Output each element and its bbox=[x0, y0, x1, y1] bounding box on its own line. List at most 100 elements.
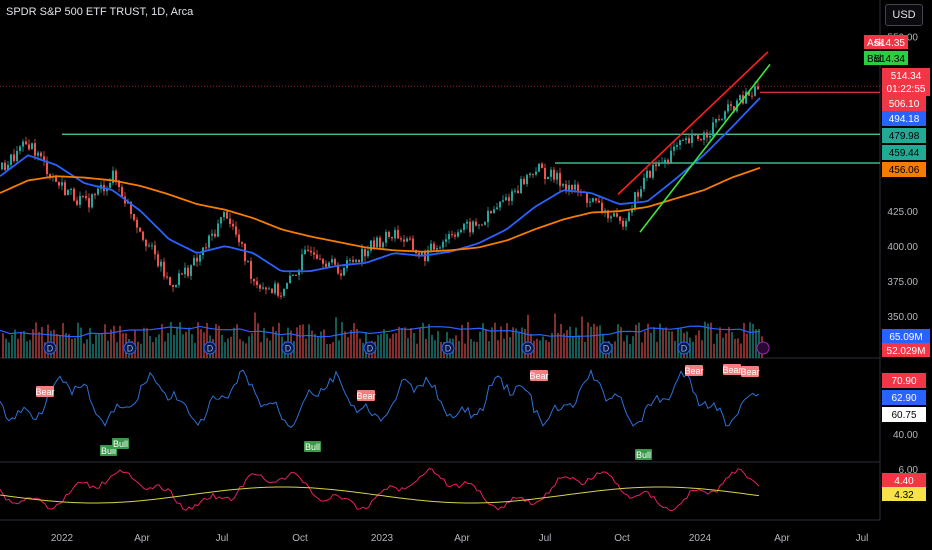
candle-body bbox=[295, 274, 297, 276]
candle-body bbox=[508, 197, 510, 201]
candle-body bbox=[283, 288, 285, 296]
candle-body bbox=[355, 259, 357, 262]
volume-bar bbox=[146, 328, 148, 358]
volume-bar bbox=[425, 338, 427, 358]
volume-bar bbox=[302, 324, 304, 358]
volume-bar bbox=[38, 331, 40, 358]
dividend-icon[interactable] bbox=[123, 341, 137, 355]
bear-signal[interactable] bbox=[36, 386, 54, 397]
volume-bar bbox=[632, 336, 634, 358]
volume-bar bbox=[338, 340, 340, 358]
volume-bar bbox=[740, 343, 742, 358]
volume-bar bbox=[263, 328, 265, 358]
volume-bar bbox=[191, 334, 193, 358]
bear-signal[interactable] bbox=[685, 365, 703, 376]
candle-body bbox=[730, 104, 732, 107]
volume-bar bbox=[482, 323, 484, 358]
candle-body bbox=[178, 273, 180, 285]
candle-body bbox=[475, 221, 477, 226]
candle-body bbox=[424, 251, 426, 262]
dividend-icon[interactable] bbox=[203, 341, 217, 355]
dividend-icon[interactable] bbox=[521, 341, 535, 355]
price-badge bbox=[882, 162, 926, 177]
rsi-badge-label: 60.75 bbox=[891, 410, 916, 421]
volume-bar bbox=[71, 338, 73, 358]
volume-bar bbox=[485, 329, 487, 358]
dividend-icon[interactable] bbox=[441, 341, 455, 355]
bull-signal[interactable] bbox=[112, 438, 129, 449]
candle-body bbox=[367, 250, 369, 257]
volume-bar bbox=[473, 341, 475, 358]
candle-body bbox=[445, 239, 447, 242]
volume-bar bbox=[149, 336, 151, 358]
candle-body bbox=[466, 221, 468, 224]
candle-body bbox=[358, 259, 360, 263]
earnings-icon[interactable] bbox=[756, 341, 770, 355]
candle-body bbox=[499, 201, 501, 208]
bear-signal-label: Bear bbox=[356, 391, 375, 401]
candle-body bbox=[1, 162, 3, 170]
osc-tick-label: 6.00 bbox=[899, 465, 919, 476]
candle-body bbox=[418, 252, 420, 256]
symbol-title[interactable]: SPDR S&P 500 ETF TRUST, 1D, Arca bbox=[6, 6, 194, 18]
volume-bar bbox=[587, 322, 589, 358]
time-tick-label: Oct bbox=[292, 533, 308, 544]
candle-body bbox=[685, 138, 687, 141]
bull-signal[interactable] bbox=[635, 449, 652, 460]
volume-bar bbox=[80, 327, 82, 358]
candle-body bbox=[40, 152, 42, 157]
volume-bar bbox=[254, 312, 256, 358]
volume-bar bbox=[641, 342, 643, 358]
candle-body bbox=[613, 213, 615, 217]
candle-body bbox=[430, 243, 432, 251]
volume-bar bbox=[119, 325, 121, 358]
volume-bar bbox=[383, 329, 385, 358]
volume-bar bbox=[179, 322, 181, 358]
volume-bar bbox=[305, 338, 307, 358]
bear-signal[interactable] bbox=[741, 366, 759, 377]
candle-body bbox=[352, 259, 354, 262]
volume-bar bbox=[275, 331, 277, 358]
volume-bar bbox=[56, 334, 58, 358]
volume-bar bbox=[347, 337, 349, 358]
bear-signal[interactable] bbox=[723, 364, 741, 375]
candle-body bbox=[121, 186, 123, 197]
volume-bar bbox=[692, 341, 694, 358]
volume-bar bbox=[629, 343, 631, 358]
candle-body bbox=[265, 287, 267, 290]
bear-signal[interactable] bbox=[357, 390, 375, 401]
candle-body bbox=[292, 274, 294, 276]
dividend-icon[interactable] bbox=[281, 341, 295, 355]
volume-bar bbox=[542, 336, 544, 358]
ma-slow-line bbox=[0, 166, 761, 253]
candle-body bbox=[526, 175, 528, 185]
candle-body bbox=[94, 194, 96, 196]
candle-body bbox=[436, 248, 438, 250]
volume-bar bbox=[422, 322, 424, 358]
dividend-icon[interactable] bbox=[43, 341, 57, 355]
dividend-icon[interactable] bbox=[599, 341, 613, 355]
candle-body bbox=[331, 259, 333, 263]
candle-body bbox=[22, 141, 24, 147]
candle-body bbox=[559, 172, 561, 186]
candle-body bbox=[274, 283, 276, 294]
dividend-icon[interactable] bbox=[363, 341, 377, 355]
dividend-icon-label: D bbox=[445, 344, 452, 354]
bull-signal[interactable] bbox=[304, 441, 321, 452]
currency-button[interactable]: USD bbox=[885, 4, 923, 26]
volume-bar bbox=[461, 324, 463, 358]
volume-bar bbox=[83, 343, 85, 358]
bear-signal[interactable] bbox=[530, 370, 548, 381]
volume-bar bbox=[68, 334, 70, 358]
candle-body bbox=[391, 236, 393, 239]
dividend-icon[interactable] bbox=[677, 341, 691, 355]
volume-bar bbox=[503, 338, 505, 358]
candle-body bbox=[520, 178, 522, 194]
time-tick-label: Jul bbox=[216, 533, 229, 544]
volume-bar bbox=[230, 336, 232, 358]
volume-bar bbox=[668, 331, 670, 358]
bear-signal-label: Bear bbox=[35, 387, 54, 397]
volume-bar bbox=[278, 322, 280, 358]
bid-tag bbox=[864, 51, 908, 65]
